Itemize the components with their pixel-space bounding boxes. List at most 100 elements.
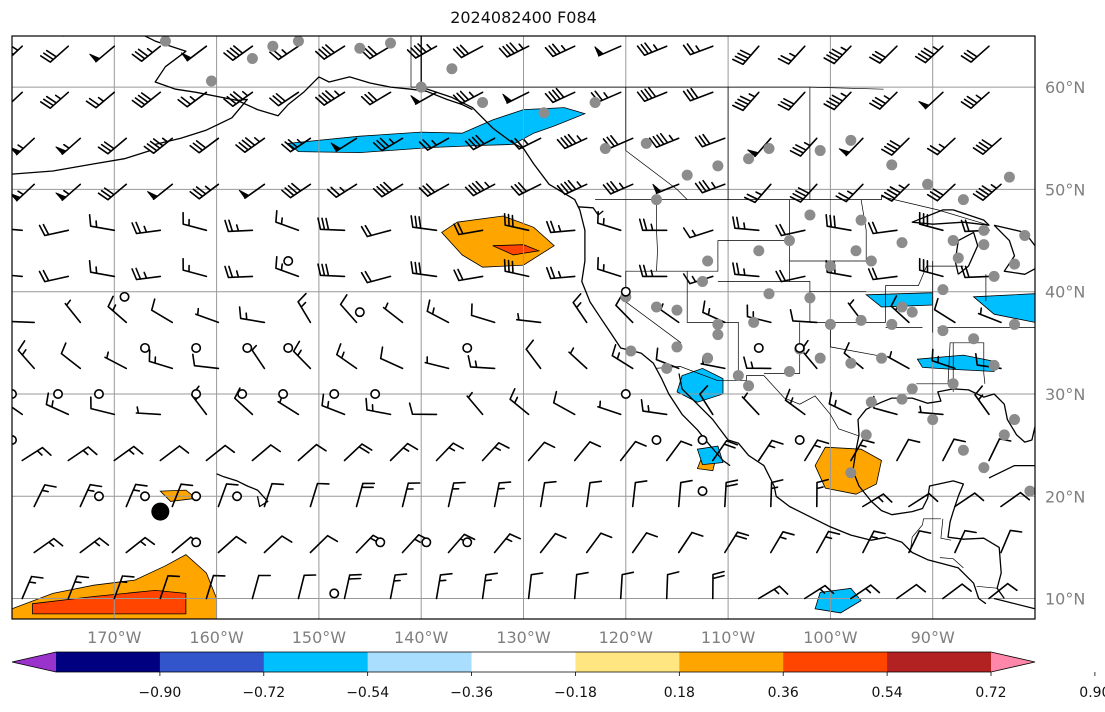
political-border (655, 366, 860, 437)
wind-barb (467, 355, 496, 370)
calm-wind-circle (232, 491, 243, 502)
longitude-label: 120°W (599, 628, 654, 647)
wind-barb (770, 531, 795, 554)
colorbar-tick-label: 0.18 (664, 685, 695, 701)
wind-barbs (0, 42, 1031, 600)
wind-barb (12, 45, 23, 57)
wind-barb (887, 351, 910, 370)
wind-barb (297, 574, 317, 600)
wind-barb (954, 492, 985, 508)
wind-barb (510, 182, 542, 196)
colorbar-tick-label: −0.18 (554, 685, 597, 701)
wind-barb (775, 269, 806, 283)
wind-barb (758, 585, 789, 600)
wind-barb (389, 442, 419, 462)
wind-barb (546, 266, 576, 280)
political-border (830, 327, 887, 358)
calm-wind-circle (12, 435, 17, 446)
station-dot (783, 235, 795, 247)
wind-barb (238, 306, 266, 324)
station-dot (753, 245, 765, 257)
latitude-label: 40°N (1045, 283, 1085, 302)
wind-barb (224, 219, 254, 233)
wind-barb (835, 183, 864, 203)
station-dot (906, 306, 918, 318)
wind-barb (942, 438, 966, 462)
colorbar-tick-label: −0.36 (450, 685, 493, 701)
wind-barb (251, 444, 281, 462)
wind-barb (372, 181, 404, 198)
wind-barb (597, 210, 622, 232)
wind-barb (544, 43, 576, 58)
calm-wind-circle (697, 486, 708, 497)
political-border (976, 585, 999, 589)
wind-barb (470, 303, 496, 324)
wind-barb (355, 482, 376, 508)
wind-barb (977, 307, 1002, 324)
colorbar-bin (56, 652, 161, 672)
wind-barb-flag (410, 95, 421, 105)
wind-barb (636, 42, 668, 56)
wind-barb (360, 270, 392, 284)
station-dot (783, 365, 795, 377)
wind-barb (638, 264, 668, 278)
station-dot (865, 396, 877, 408)
wind-barb (107, 295, 128, 324)
wind-barb (223, 90, 254, 107)
wind-barb (389, 573, 408, 600)
station-dot (855, 214, 867, 226)
wind-barb (568, 347, 588, 370)
calm-wind-circle (12, 388, 17, 399)
station-dot (886, 318, 898, 330)
station-dot (671, 341, 683, 353)
wind-barb (401, 482, 421, 508)
wind-barb (79, 537, 110, 554)
wind-barb (12, 91, 23, 103)
station-dot (998, 429, 1010, 441)
colorbar-extend-low (12, 652, 56, 672)
wind-barb (297, 443, 327, 462)
wind-barb (189, 137, 220, 154)
wind-barb (784, 388, 806, 416)
wind-barb (1000, 491, 1031, 508)
wind-barb (926, 183, 956, 202)
station-dot (477, 96, 489, 108)
calm-wind-circle (753, 342, 764, 353)
wind-barb (148, 349, 174, 370)
station-dot (1024, 485, 1035, 497)
coastline (12, 149, 151, 175)
station-dot (599, 143, 611, 155)
wind-barb (503, 259, 530, 278)
wind-barb-flag (652, 183, 662, 194)
coastline (577, 206, 604, 216)
wind-barb-flag (12, 193, 22, 202)
wind-barb (631, 480, 648, 508)
station-dot (415, 81, 427, 93)
calm-wind-circle (462, 342, 473, 353)
wind-barb (744, 183, 772, 204)
wind-barb (131, 221, 162, 235)
calm-wind-circle (191, 388, 202, 399)
wind-barb (777, 91, 806, 111)
wind-barb (317, 263, 346, 278)
colorbar-tick-label: −0.54 (346, 685, 389, 701)
political-border (940, 518, 952, 541)
wind-barb (926, 137, 956, 156)
colorbar-tick-label: 0.72 (975, 685, 1006, 701)
political-border (885, 265, 964, 323)
wind-barb (546, 220, 576, 234)
contour-patch (972, 293, 1035, 323)
wind-barb (315, 90, 346, 106)
wind-barb (339, 294, 358, 324)
station-dot (625, 345, 637, 357)
station-dot (922, 178, 934, 190)
wind-barb (309, 482, 330, 508)
station-dot (845, 357, 857, 369)
wind-barb (619, 440, 647, 462)
wind-barb (960, 265, 990, 279)
wind-barb (825, 214, 852, 232)
wind-barb (527, 441, 556, 462)
calm-wind-circle (242, 342, 253, 353)
wind-barb-flag (0, 101, 8, 108)
wind-barb (960, 91, 990, 109)
